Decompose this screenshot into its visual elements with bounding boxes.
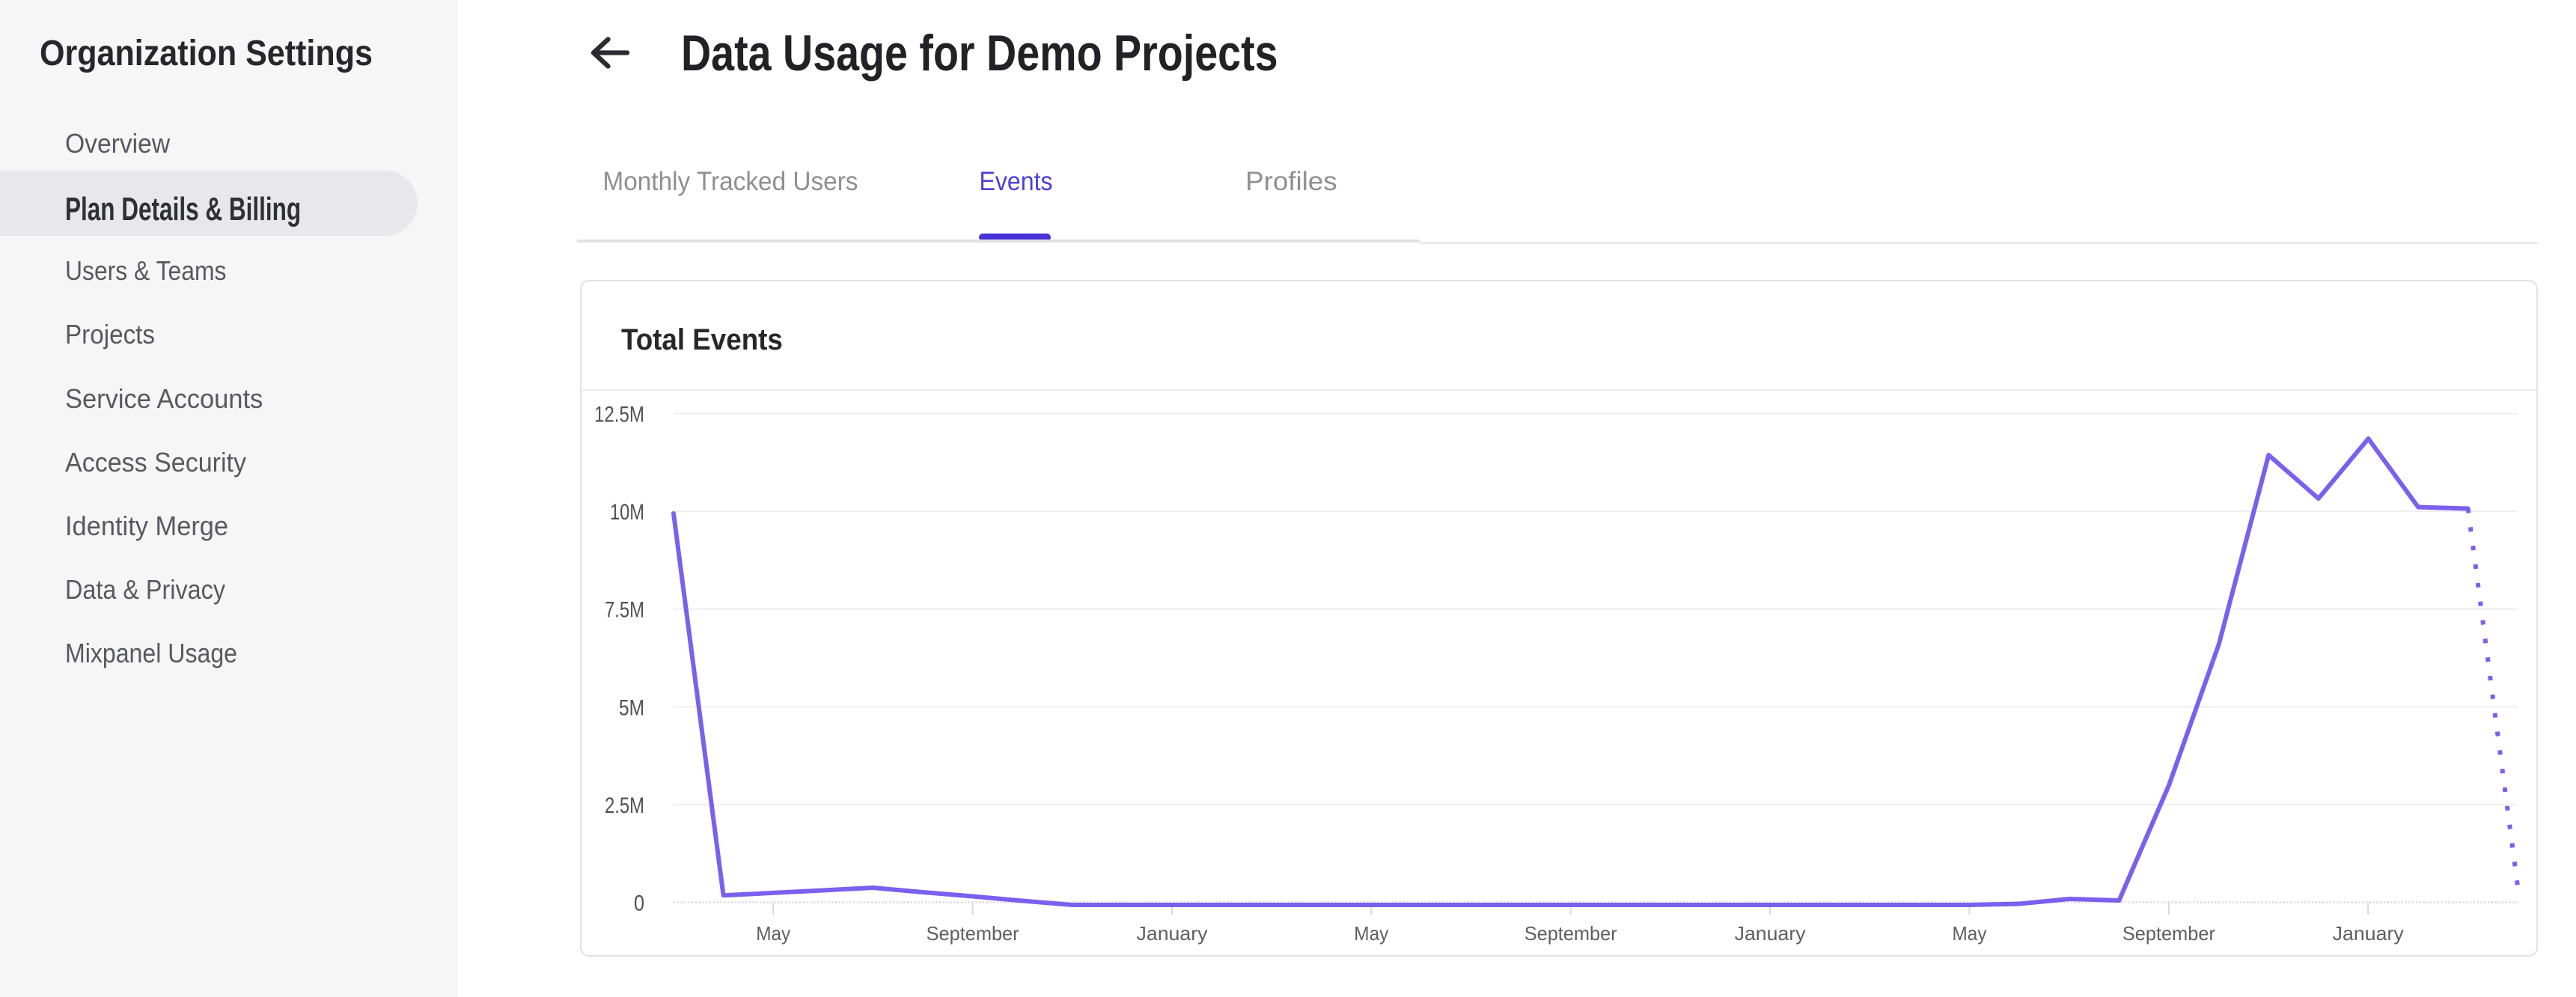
svg-text:September: September xyxy=(2122,922,2215,945)
svg-text:7.5M: 7.5M xyxy=(605,598,644,623)
svg-text:September: September xyxy=(1524,922,1617,945)
svg-text:0: 0 xyxy=(634,891,644,916)
svg-text:2.5M: 2.5M xyxy=(605,793,644,818)
svg-text:January: January xyxy=(1735,922,1806,945)
svg-text:May: May xyxy=(1953,922,1987,945)
svg-text:12.5M: 12.5M xyxy=(594,403,644,427)
svg-text:5M: 5M xyxy=(619,695,644,720)
svg-text:September: September xyxy=(927,922,1019,945)
svg-text:10M: 10M xyxy=(610,500,644,525)
svg-text:January: January xyxy=(1137,922,1208,945)
svg-text:May: May xyxy=(1354,922,1388,945)
svg-text:January: January xyxy=(2333,922,2404,945)
svg-text:May: May xyxy=(756,922,790,945)
